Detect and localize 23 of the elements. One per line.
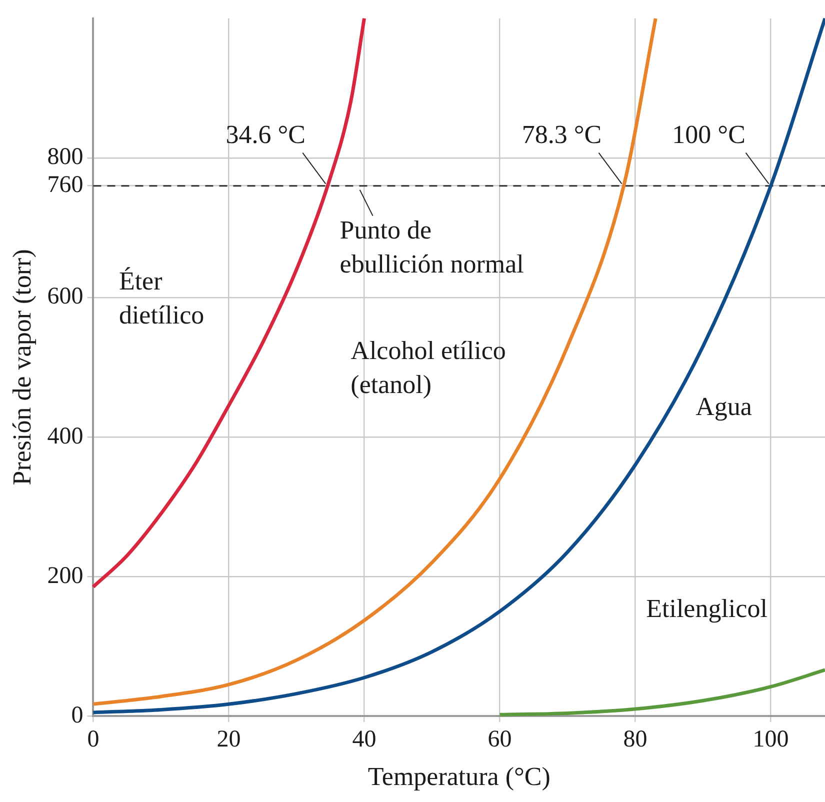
annotation: 34.6 °C: [226, 120, 306, 149]
annotation: Punto de ebullición normal: [340, 216, 524, 279]
x-tick-label: 60: [488, 726, 512, 753]
x-tick-label: 40: [352, 726, 376, 753]
line-series: [498, 668, 825, 716]
x-axis-title: Temperatura (°C): [368, 762, 550, 792]
y-axis-title: Presión de vapor (torr): [7, 249, 36, 486]
annotation: 78.3 °C: [522, 120, 602, 149]
text: Etilenglicol: [646, 594, 768, 624]
text: Éter dietílico: [118, 266, 204, 330]
y-tick-label: 200: [47, 562, 84, 589]
y-tick-label: 760: [47, 172, 84, 198]
y-tick-label: 400: [47, 423, 84, 450]
x-tick-label: 20: [216, 726, 241, 753]
y-tick-label: 800: [47, 144, 84, 170]
y-tick-label: 0: [71, 702, 84, 728]
x-tick-label: 0: [87, 726, 100, 753]
annotation: 100 °C: [672, 120, 746, 149]
x-tick-label: 100: [752, 726, 789, 753]
series-label: Alcohol etílico (etanol): [350, 336, 506, 400]
y-tick-label: 600: [47, 284, 84, 310]
x-tick-label: 80: [623, 726, 648, 753]
series-label: Agua: [696, 392, 752, 421]
